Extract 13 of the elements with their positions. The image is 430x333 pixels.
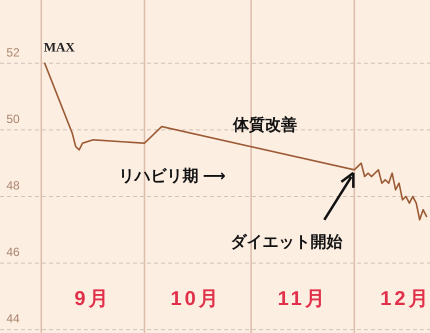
y-tick-label: 44 <box>6 312 20 326</box>
x-tick-label: 10月 <box>170 288 222 310</box>
y-tick-label: 52 <box>6 45 20 60</box>
annotation: 体質改善 <box>232 115 297 134</box>
x-tick-label: 11月 <box>278 288 328 310</box>
x-tick-label: 12月 <box>380 288 430 310</box>
y-tick-label: 48 <box>6 178 20 192</box>
annotation: ダイエット開始 <box>230 232 344 251</box>
y-tick-label: 46 <box>6 245 20 260</box>
y-tick-label: 50 <box>6 112 20 126</box>
x-tick-label: 9月 <box>74 288 112 310</box>
annotation: MAX <box>44 39 76 54</box>
annotation: リハビリ期 ⟶ <box>118 167 226 185</box>
